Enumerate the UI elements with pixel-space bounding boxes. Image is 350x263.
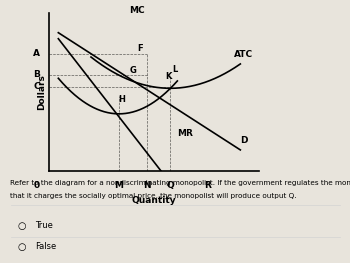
Text: C: C xyxy=(33,82,40,91)
Text: True: True xyxy=(35,221,53,230)
Text: Quantity: Quantity xyxy=(132,196,176,205)
Text: R: R xyxy=(204,181,211,190)
Text: H: H xyxy=(118,95,125,104)
Text: M: M xyxy=(114,181,124,190)
Text: Refer to the diagram for a nondiscriminating monopolist. If the government regul: Refer to the diagram for a nondiscrimina… xyxy=(10,180,350,186)
Text: that it charges the socially optimal price, the monopolist will produce output Q: that it charges the socially optimal pri… xyxy=(10,193,297,199)
Text: MR: MR xyxy=(177,129,194,138)
Text: G: G xyxy=(130,66,136,75)
Text: MC: MC xyxy=(130,6,145,15)
Text: ○: ○ xyxy=(18,242,26,252)
Text: Q: Q xyxy=(167,181,174,190)
Text: K: K xyxy=(165,72,171,81)
Text: F: F xyxy=(137,44,143,53)
Text: L: L xyxy=(173,65,178,74)
Y-axis label: Dollars: Dollars xyxy=(37,74,46,110)
Text: N: N xyxy=(143,181,151,190)
Text: B: B xyxy=(33,70,40,79)
Text: A: A xyxy=(33,49,40,58)
Text: ATC: ATC xyxy=(234,50,253,59)
Text: False: False xyxy=(35,242,56,251)
Text: 0: 0 xyxy=(34,181,40,190)
Text: ○: ○ xyxy=(18,221,26,231)
Text: D: D xyxy=(240,135,248,145)
